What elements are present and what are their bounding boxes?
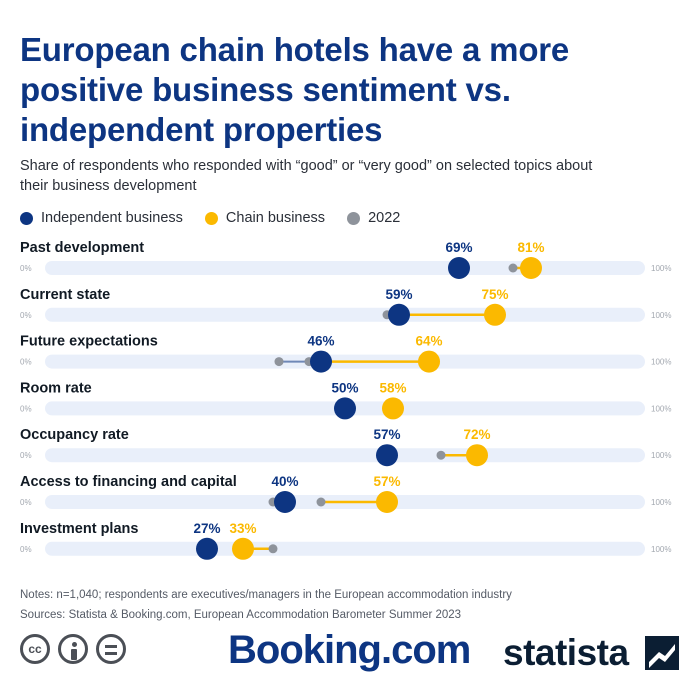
legend-swatch-independent <box>20 211 33 225</box>
chain-value-label: 57% <box>373 474 400 489</box>
chain-point <box>484 303 506 326</box>
axis-min-label: 0% <box>20 404 32 413</box>
legend-item-chain: Chain business <box>204 210 326 226</box>
axis-max-label: 100% <box>651 498 671 507</box>
axis-max-label: 100% <box>651 404 671 413</box>
chain-2022-point <box>316 497 326 507</box>
chain-point <box>520 257 542 279</box>
axis-min-label: 0% <box>20 451 32 460</box>
license-icons: cc <box>20 634 134 664</box>
independent-point <box>196 537 218 560</box>
axis-max-label: 100% <box>651 264 671 273</box>
axis-min-label: 0% <box>20 264 32 273</box>
no-derivatives-icon[interactable] <box>96 634 126 664</box>
notes-text: Notes: n=1,040; respondents are executiv… <box>20 589 512 601</box>
category-label: Past development <box>20 240 144 256</box>
dot-chart: Past development 0% 100% 69% 81% Current stat… <box>20 240 671 560</box>
independent-value-label: 59% <box>385 287 412 302</box>
axis-max-label: 100% <box>651 545 671 554</box>
legend-label-previous: 2022 <box>368 210 401 226</box>
independent-point <box>310 350 332 373</box>
cc-icon-text: cc <box>28 642 42 656</box>
independent-value-label: 69% <box>445 240 472 255</box>
chain-point <box>376 491 398 513</box>
track-bar <box>45 448 645 463</box>
chain-point <box>466 444 488 467</box>
category-label: Investment plans <box>20 521 138 537</box>
independent-value-label: 27% <box>193 521 220 536</box>
category-label: Future expectations <box>20 334 158 350</box>
chain-point <box>382 397 404 420</box>
chain-value-label: 72% <box>463 427 490 442</box>
chain-point <box>418 350 440 373</box>
category-label: Occupancy rate <box>20 427 129 443</box>
legend-swatch-chain <box>204 211 218 225</box>
independent-point <box>376 444 398 467</box>
independent-point <box>274 491 296 513</box>
category-label: Access to financing and capital <box>20 474 237 490</box>
independent-point <box>334 397 356 420</box>
chain-value-label: 75% <box>481 287 508 302</box>
independent-value-label: 57% <box>373 427 400 442</box>
axis-min-label: 0% <box>20 545 32 554</box>
statista-logo[interactable]: statista <box>503 632 629 673</box>
chain-2022-point <box>436 450 446 460</box>
statista-mark-icon <box>645 636 679 670</box>
axis-min-label: 0% <box>20 358 32 367</box>
legend-swatch-previous <box>347 211 361 225</box>
independent-value-label: 50% <box>331 380 358 395</box>
chain-value-label: 58% <box>379 380 406 395</box>
category-label: Room rate <box>20 380 92 396</box>
chain-value-label: 64% <box>415 334 442 349</box>
footer: cc Booking.com statista <box>0 624 700 684</box>
booking-logo[interactable]: Booking.com <box>228 628 471 672</box>
creative-commons-icon[interactable]: cc <box>20 634 50 664</box>
independent-point <box>388 303 410 326</box>
chain-2022-point <box>508 263 518 273</box>
independent-point <box>448 257 470 279</box>
axis-max-label: 100% <box>651 358 671 367</box>
independent-value-label: 40% <box>271 474 298 489</box>
attribution-icon[interactable] <box>58 634 88 664</box>
legend-label-independent: Independent business <box>41 210 183 226</box>
chain-value-label: 81% <box>517 240 544 255</box>
legend-item-independent: Independent business <box>20 210 183 226</box>
chain-value-label: 33% <box>229 521 256 536</box>
track-bar <box>45 307 645 322</box>
legend: Independent business Chain business 2022 <box>20 208 422 228</box>
track-bar <box>45 261 645 275</box>
legend-item-previous: 2022 <box>347 210 400 226</box>
sources-text: Sources: Statista & Booking.com, Europea… <box>20 609 462 621</box>
axis-min-label: 0% <box>20 311 32 320</box>
axis-min-label: 0% <box>20 498 32 507</box>
chain-point <box>232 537 254 560</box>
axis-max-label: 100% <box>651 451 671 460</box>
notes-block: Notes: n=1,040; respondents are executiv… <box>20 585 680 625</box>
chain-2022-point <box>268 544 278 554</box>
independent-value-label: 46% <box>307 334 334 349</box>
track-bar <box>45 541 645 556</box>
chart-subtitle: Share of respondents who responded with … <box>20 158 593 194</box>
legend-label-chain: Chain business <box>225 210 326 226</box>
independent-2022-point <box>274 357 284 367</box>
axis-max-label: 100% <box>651 311 671 320</box>
chart-title: European chain hotels have a more positi… <box>20 31 570 148</box>
category-label: Current state <box>20 287 110 303</box>
